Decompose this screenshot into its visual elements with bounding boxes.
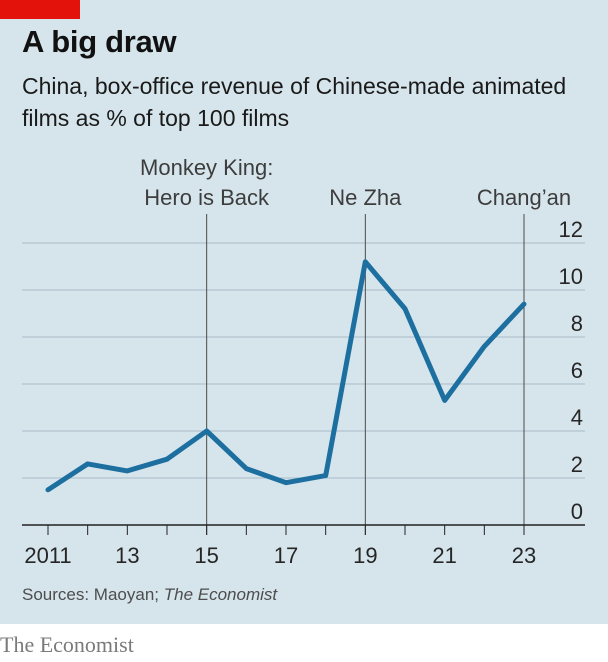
- line-chart: Monkey King: Hero is Back Ne Zha Chang’an 0…: [22, 155, 585, 568]
- annotation-lines: Monkey King: Hero is Back Ne Zha Chang’an: [140, 155, 571, 535]
- y-tick-label: 8: [571, 311, 583, 336]
- source-prefix: Sources: Maoyan;: [22, 585, 164, 604]
- axes: 0 2 4 6 8 10 12 2011 13 15 17 19 21 23: [22, 217, 585, 568]
- x-tick-label: 21: [432, 543, 456, 568]
- brand-red-tag: [0, 0, 80, 19]
- x-tick-label: 15: [194, 543, 218, 568]
- chart-source: Sources: Maoyan; The Economist: [22, 585, 277, 605]
- y-tick-label: 6: [571, 358, 583, 383]
- chart-subtitle: China, box-office revenue of Chinese-mad…: [22, 73, 567, 131]
- brand-wordmark: The Economist: [0, 632, 134, 657]
- y-tick-label: 0: [571, 499, 583, 524]
- y-tick-label: 10: [559, 264, 583, 289]
- annotation-label: Monkey King:: [140, 155, 273, 180]
- x-tick-label: 19: [353, 543, 377, 568]
- annotation-label: Hero is Back: [144, 185, 270, 210]
- y-tick-label: 4: [571, 405, 583, 430]
- source-publication: The Economist: [163, 585, 278, 604]
- gridlines: [22, 242, 585, 479]
- x-tick-label: 23: [512, 543, 536, 568]
- y-tick-label: 2: [571, 452, 583, 477]
- series-line: [45, 259, 527, 493]
- chart-figure: A big draw China, box-office revenue of …: [0, 0, 608, 624]
- y-tick-label: 12: [559, 217, 583, 242]
- x-tick-label: 17: [274, 543, 298, 568]
- annotation-label: Ne Zha: [329, 185, 402, 210]
- x-tick-label: 2011: [24, 543, 71, 568]
- series-layer: [45, 259, 527, 493]
- annotation-label: Chang’an: [477, 185, 571, 210]
- x-tick-label: 13: [115, 543, 139, 568]
- chart-title: A big draw: [22, 24, 177, 59]
